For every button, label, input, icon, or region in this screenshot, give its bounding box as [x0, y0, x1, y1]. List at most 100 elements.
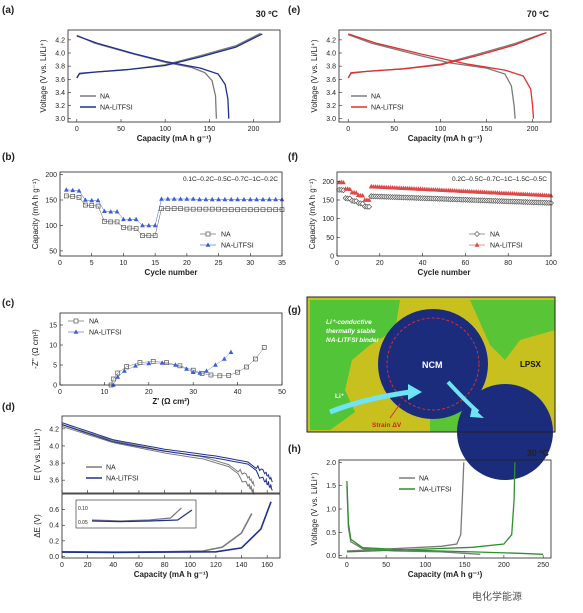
charge-curve — [76, 33, 263, 79]
y-tick-label: 3.0 — [55, 116, 65, 123]
y-tick-label: 3.2 — [326, 103, 336, 110]
y-axis-label: Voltage (V vs. Li/Li⁺) — [310, 472, 319, 545]
temperature-label: 70 ºC — [527, 9, 550, 19]
data-point — [178, 196, 183, 201]
legend-marker — [205, 231, 211, 237]
panel-label-g: (g) — [288, 305, 301, 316]
scheme-strain-label: Strain ΔV — [372, 422, 402, 429]
y-tick-label: 5 — [53, 363, 57, 370]
strain-pointer — [389, 403, 401, 419]
y-tick-label: 0.0 — [326, 553, 336, 560]
x-tick-label: 5 — [90, 260, 94, 267]
x-tick-label: 200 — [527, 126, 539, 133]
data-point — [159, 360, 165, 365]
li-ion-arrow — [329, 389, 411, 415]
data-point — [228, 196, 234, 202]
data-point — [146, 222, 152, 228]
scheme-green-binder-2 — [470, 300, 555, 360]
data-point — [341, 179, 346, 185]
y-tick-label: 100 — [45, 223, 57, 230]
plot-frame — [59, 312, 283, 386]
x-tick-label: 30 — [189, 389, 197, 396]
data-point — [190, 196, 196, 201]
x-tick-label: 10 — [101, 389, 109, 396]
inset-curve — [91, 509, 193, 523]
energy-curve-lower — [61, 424, 273, 491]
x-tick-label: 35 — [278, 260, 286, 267]
x-tick-label: 0 — [58, 260, 62, 267]
x-tick-label: 0 — [346, 126, 350, 133]
scheme-li-ion-label: Li⁺ — [335, 393, 345, 400]
x-tick-label: 200 — [248, 126, 260, 133]
data-point — [235, 196, 240, 202]
y-tick-label: 150 — [322, 198, 334, 205]
x-tick-label: 160 — [261, 562, 273, 569]
x-tick-label: 150 — [203, 126, 215, 133]
legend-marker — [205, 242, 211, 247]
series-line — [66, 189, 282, 226]
data-point — [173, 362, 178, 367]
delithiation-curve — [346, 462, 516, 553]
y-tick-label: 1.0 — [326, 507, 336, 514]
x-axis-label: Capacity (mA h g⁻¹) — [408, 570, 483, 579]
delta-e-curve — [61, 501, 272, 554]
y-tick-label: 0.0 — [49, 554, 59, 561]
delithiation-curve — [346, 462, 465, 552]
legend-marker — [73, 318, 79, 324]
data-point — [127, 216, 133, 222]
x-tick-label: 40 — [419, 260, 427, 267]
data-point — [140, 222, 145, 228]
y-tick-label: 0.5 — [326, 530, 336, 537]
x-tick-label: 250 — [537, 562, 549, 569]
legend-label: NA-LiTFSI — [100, 105, 133, 112]
legend-label: NA — [221, 232, 231, 239]
x-tick-label: 50 — [117, 126, 125, 133]
y-axis-label: Voltage (V vs. Li/Li⁺) — [310, 39, 319, 112]
x-tick-label: 20 — [145, 389, 153, 396]
y-axis-label: Capacity (mA h g⁻¹) — [31, 178, 40, 249]
x-tick-label: 50 — [382, 562, 390, 569]
plot-frame — [338, 29, 552, 123]
y-tick-label: 4.0 — [326, 51, 336, 58]
data-point — [203, 196, 209, 202]
y-tick-label: 3.4 — [326, 90, 336, 97]
y-tick-label: 200 — [322, 179, 334, 186]
plot-frame — [59, 171, 283, 257]
inset-y-tick-label: 0.10 — [78, 506, 88, 512]
panel-label: (h) — [288, 444, 301, 455]
legend-label: NA — [89, 319, 99, 326]
x-tick-label: 20 — [376, 260, 384, 267]
energy-curve-lower — [61, 425, 255, 495]
panel-label: (e) — [288, 5, 300, 16]
x-tick-label: 25 — [215, 260, 223, 267]
y-tick-label: 50 — [49, 248, 57, 255]
li-ion-arrowhead-2 — [470, 407, 484, 418]
legend-label: NA — [106, 465, 116, 472]
x-tick-label: 10 — [120, 260, 128, 267]
y-tick-label: 200 — [45, 172, 57, 179]
x-tick-label: 15 — [151, 260, 159, 267]
data-point — [165, 196, 171, 201]
x-tick-label: 60 — [462, 260, 470, 267]
watermark: 电化学能源 — [472, 590, 522, 603]
y-tick-label: 3.4 — [55, 90, 65, 97]
x-tick-label: 20 — [183, 260, 191, 267]
legend-label: NA — [100, 94, 110, 101]
temperature-label: 30 ºC — [527, 448, 550, 458]
temperature-label: 30 ºC — [256, 9, 279, 19]
y-tick-label: 3.8 — [55, 64, 65, 71]
data-point — [197, 370, 203, 375]
y-tick-label: 50 — [326, 235, 334, 242]
data-point — [76, 188, 82, 193]
data-point — [273, 196, 279, 202]
panel-label: (c) — [2, 298, 14, 309]
data-point — [171, 196, 177, 201]
data-point — [266, 196, 272, 202]
discharge-curve — [76, 35, 230, 119]
data-point — [110, 382, 116, 387]
charge-curve — [347, 32, 544, 79]
series-line — [66, 195, 282, 236]
data-point — [115, 374, 121, 379]
data-point — [209, 196, 215, 202]
legend-label: NA — [371, 94, 381, 101]
